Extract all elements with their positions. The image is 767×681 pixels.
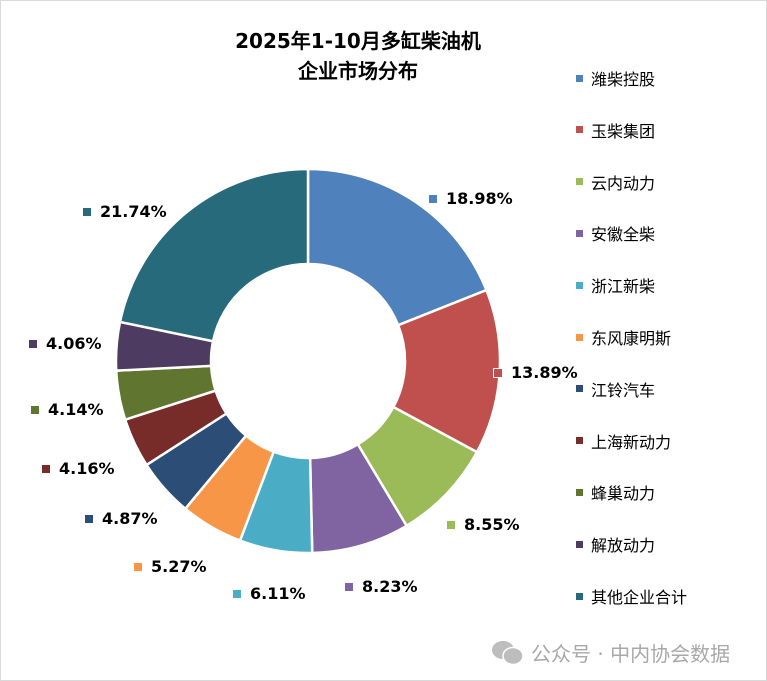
legend-item: 蜂巢动力 bbox=[576, 482, 656, 504]
legend-swatch bbox=[576, 488, 583, 496]
data-label-swatch bbox=[233, 589, 241, 598]
slice-10 bbox=[118, 167, 310, 343]
legend-swatch bbox=[576, 229, 583, 237]
legend-swatch bbox=[576, 126, 583, 134]
legend-label: 解放动力 bbox=[591, 536, 656, 556]
legend-item: 云内动力 bbox=[576, 172, 656, 193]
wechat-icon bbox=[492, 640, 524, 665]
data-label-swatch bbox=[83, 207, 91, 216]
data-label-text: 18.98% bbox=[446, 189, 513, 208]
legend-item: 解放动力 bbox=[576, 534, 656, 556]
data-label-swatch bbox=[85, 514, 93, 523]
legend-label: 其他企业合计 bbox=[591, 588, 688, 607]
legend-label: 江铃汽车 bbox=[591, 380, 656, 400]
data-label-swatch bbox=[29, 339, 37, 348]
data-label: 6.11% bbox=[233, 584, 306, 603]
data-label-text: 6.11% bbox=[250, 584, 306, 603]
legend-label: 东风康明斯 bbox=[591, 329, 672, 348]
legend-swatch bbox=[576, 540, 583, 548]
data-label-swatch bbox=[134, 562, 142, 571]
legend-label: 上海新动力 bbox=[591, 432, 672, 452]
data-label: 8.55% bbox=[447, 515, 520, 534]
chart-title-line1: 2025年1-10月多缸柴油机 bbox=[235, 29, 481, 53]
legend-swatch bbox=[576, 385, 583, 393]
legend-label: 安徽全柴 bbox=[591, 225, 656, 245]
slice-0 bbox=[306, 167, 489, 327]
legend-item: 东风康明斯 bbox=[576, 327, 672, 348]
data-label-text: 13.89% bbox=[511, 363, 578, 382]
data-label: 4.16% bbox=[42, 459, 115, 478]
data-label: 5.27% bbox=[134, 557, 207, 576]
legend-item: 其他企业合计 bbox=[576, 586, 688, 607]
data-label-text: 4.87% bbox=[102, 509, 158, 528]
legend-swatch bbox=[576, 333, 583, 341]
legend-item: 江铃汽车 bbox=[576, 379, 656, 400]
legend-item: 安徽全柴 bbox=[576, 223, 656, 245]
data-label-text: 5.27% bbox=[151, 557, 207, 576]
legend-item: 潍柴控股 bbox=[576, 68, 656, 89]
legend-item: 浙江新柴 bbox=[576, 275, 656, 297]
data-label-swatch bbox=[42, 464, 50, 473]
legend-label: 蜂巢动力 bbox=[591, 484, 656, 504]
data-label-text: 4.06% bbox=[46, 334, 102, 353]
data-label: 4.87% bbox=[85, 509, 158, 528]
data-label-swatch bbox=[447, 520, 455, 529]
data-label: 13.89% bbox=[493, 363, 578, 382]
data-label-text: 8.23% bbox=[362, 577, 418, 596]
data-label-text: 4.16% bbox=[59, 459, 115, 478]
data-label-swatch bbox=[345, 582, 353, 591]
chart-title-line2: 企业市场分布 bbox=[298, 59, 418, 83]
data-label-text: 21.74% bbox=[100, 202, 167, 221]
watermark: 公众号 · 中内协会数据 bbox=[491, 638, 730, 667]
data-label: 18.98% bbox=[429, 189, 513, 208]
legend-item: 上海新动力 bbox=[576, 431, 672, 452]
data-label-text: 4.14% bbox=[48, 400, 104, 419]
data-label: 4.06% bbox=[29, 334, 102, 353]
legend-swatch bbox=[576, 592, 583, 600]
legend-label: 浙江新柴 bbox=[591, 277, 656, 297]
legend-item: 玉柴集团 bbox=[576, 120, 656, 141]
legend-swatch bbox=[576, 74, 583, 82]
legend-swatch bbox=[576, 281, 583, 289]
legend-label: 玉柴集团 bbox=[591, 121, 656, 141]
data-label: 4.14% bbox=[31, 400, 104, 419]
legend-label: 云内动力 bbox=[591, 173, 656, 193]
data-label-text: 8.55% bbox=[464, 515, 520, 534]
legend-label: 潍柴控股 bbox=[591, 70, 656, 89]
data-label: 8.23% bbox=[345, 577, 418, 596]
legend-swatch bbox=[576, 437, 583, 445]
data-label-swatch bbox=[493, 367, 503, 378]
data-label: 21.74% bbox=[83, 202, 167, 221]
legend-swatch bbox=[576, 178, 583, 186]
data-label-swatch bbox=[429, 194, 437, 203]
watermark-text: 公众号 · 中内协会数据 bbox=[531, 642, 731, 666]
data-label-swatch bbox=[31, 405, 39, 414]
